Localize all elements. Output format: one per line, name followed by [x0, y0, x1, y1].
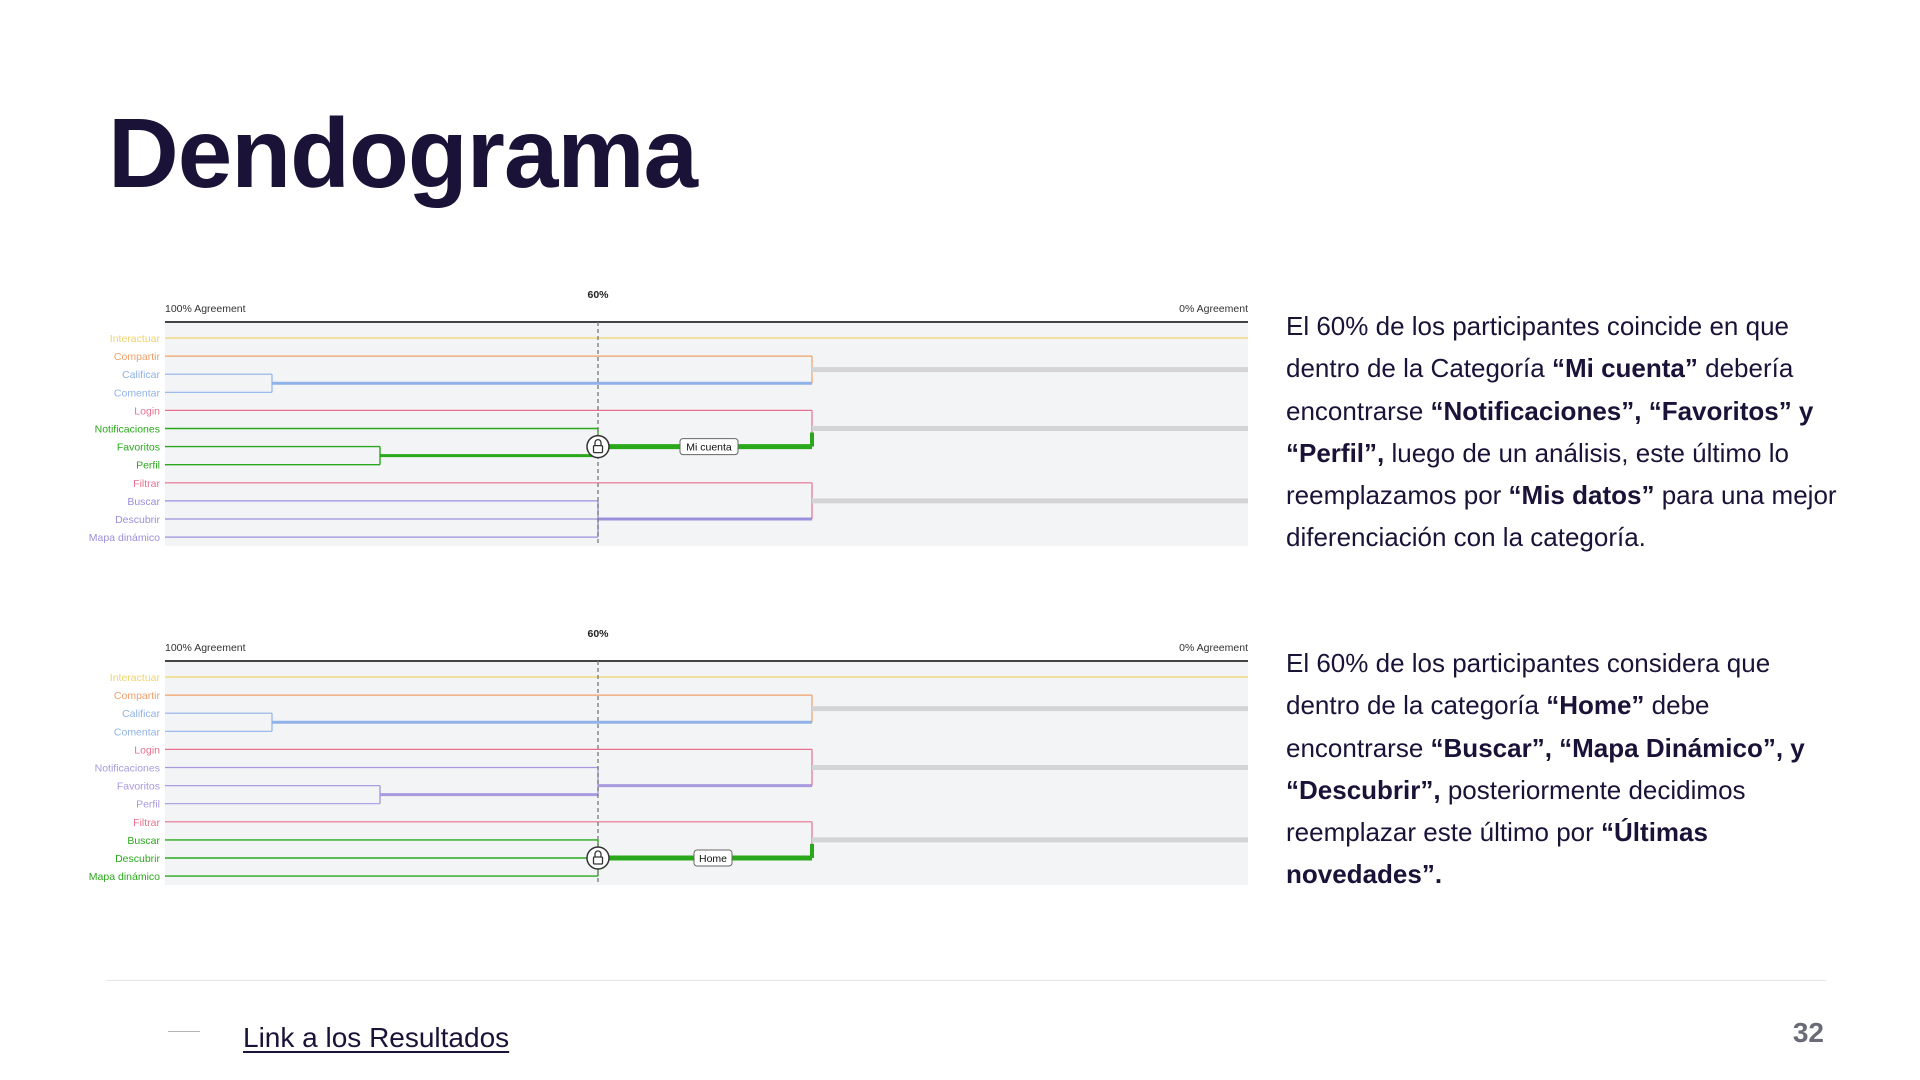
leaf-label: Notificaciones — [95, 763, 160, 775]
leaf-label: Perfil — [136, 799, 160, 811]
results-link[interactable]: Link a los Resultados — [243, 1022, 510, 1053]
label-0-agreement: 0% Agreement — [1179, 303, 1248, 315]
leaf-label: Comentar — [114, 726, 161, 738]
leaf-label: Compartir — [114, 690, 161, 702]
description-text: posteriormente decidimos reemplazar este… — [1286, 774, 1746, 848]
description-text: El 60% de los participantes coincide en … — [1286, 311, 1789, 384]
leaf-label: Login — [134, 744, 160, 756]
footer-dash — [168, 1031, 200, 1032]
description-text: debe encontrarse — [1286, 690, 1710, 763]
dendrogram-mi-cuenta: 100% Agreement 0% Agreement 60% Interactuar… — [89, 289, 1248, 546]
description-text: debería encontrarse — [1286, 353, 1794, 426]
description-text: El 60% de los participantes considera qu… — [1286, 648, 1771, 721]
leaf-label: Buscar — [127, 496, 160, 508]
leaf-label: Mapa dinámico — [89, 871, 160, 883]
description-emphasis: “Últimas novedades”. — [1286, 817, 1708, 890]
leaf-label: Mapa dinámico — [89, 532, 160, 544]
leaf-label: Descubrir — [115, 514, 160, 526]
chart-background — [165, 661, 1248, 885]
description-emphasis: “Home” — [1546, 690, 1645, 721]
lock-icon-body — [592, 856, 604, 865]
lock-icon-shackle — [594, 850, 602, 857]
leaf-label: Calificar — [122, 369, 160, 381]
leaf-label: Filtrar — [133, 478, 160, 490]
description-emphasis: “Buscar”, “Mapa Dinámico”, y “Descubrir”… — [1286, 732, 1805, 805]
leaf-label: Buscar — [127, 835, 160, 847]
footer-divider — [106, 980, 1826, 981]
threshold-label: 60% — [587, 289, 609, 301]
leaf-label: Favoritos — [117, 442, 160, 454]
leaf-label: Filtrar — [133, 817, 160, 829]
description-emphasis: “Mis datos” — [1508, 480, 1655, 511]
description-emphasis: “Mi cuenta” — [1551, 353, 1698, 384]
leaf-label: Favoritos — [117, 781, 160, 793]
label-100-agreement: 100% Agreement — [165, 303, 246, 315]
category-tag — [693, 849, 733, 867]
category-tag — [679, 438, 739, 456]
leaf-label: Notificaciones — [95, 424, 160, 436]
description-mi-cuenta: El 60% de los participantes coincide en … — [1286, 305, 1846, 559]
leaf-label: Comentar — [114, 387, 161, 399]
leaf-label: Interactuar — [110, 333, 161, 345]
threshold-label: 60% — [587, 628, 609, 640]
category-tag-label: Mi cuenta — [686, 442, 732, 454]
lock-icon-body — [592, 444, 604, 454]
lock-icon — [586, 846, 610, 870]
description-text: luego de un análisis, este último lo ree… — [1286, 437, 1789, 511]
page-number: 32 — [1792, 1017, 1824, 1048]
lock-icon — [586, 434, 610, 459]
category-tag-label: Home — [699, 853, 727, 865]
leaf-label: Perfil — [136, 460, 160, 472]
leaf-label: Interactuar — [110, 672, 161, 684]
page-title: Dendograma — [108, 98, 698, 208]
description-home: El 60% de los participantes considera qu… — [1286, 642, 1846, 896]
description-text: para una mejor diferenciación con la cat… — [1286, 480, 1837, 553]
leaf-label: Compartir — [114, 351, 161, 363]
leaf-label: Calificar — [122, 708, 160, 720]
chart-background — [165, 322, 1248, 546]
lock-icon-shackle — [594, 439, 602, 446]
label-0-agreement: 0% Agreement — [1179, 642, 1248, 654]
leaf-label: Login — [134, 405, 160, 417]
dendrogram-home: 100% Agreement 0% Agreement 60% Interactuar… — [89, 628, 1248, 885]
label-100-agreement: 100% Agreement — [165, 642, 246, 654]
description-emphasis: “Notificaciones”, “Favoritos” y “Perfil”… — [1286, 395, 1814, 468]
leaf-label: Descubrir — [115, 853, 160, 865]
